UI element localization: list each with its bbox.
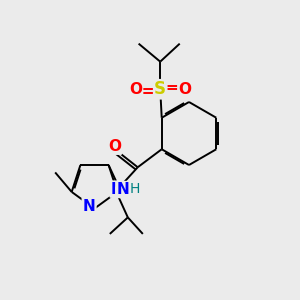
Text: O: O (129, 82, 142, 97)
Text: S: S (154, 80, 166, 98)
Text: N: N (111, 182, 123, 197)
Text: O: O (108, 139, 121, 154)
Text: O: O (178, 82, 191, 97)
Text: N: N (83, 199, 95, 214)
Text: H: H (130, 182, 140, 196)
Text: N: N (116, 182, 129, 197)
